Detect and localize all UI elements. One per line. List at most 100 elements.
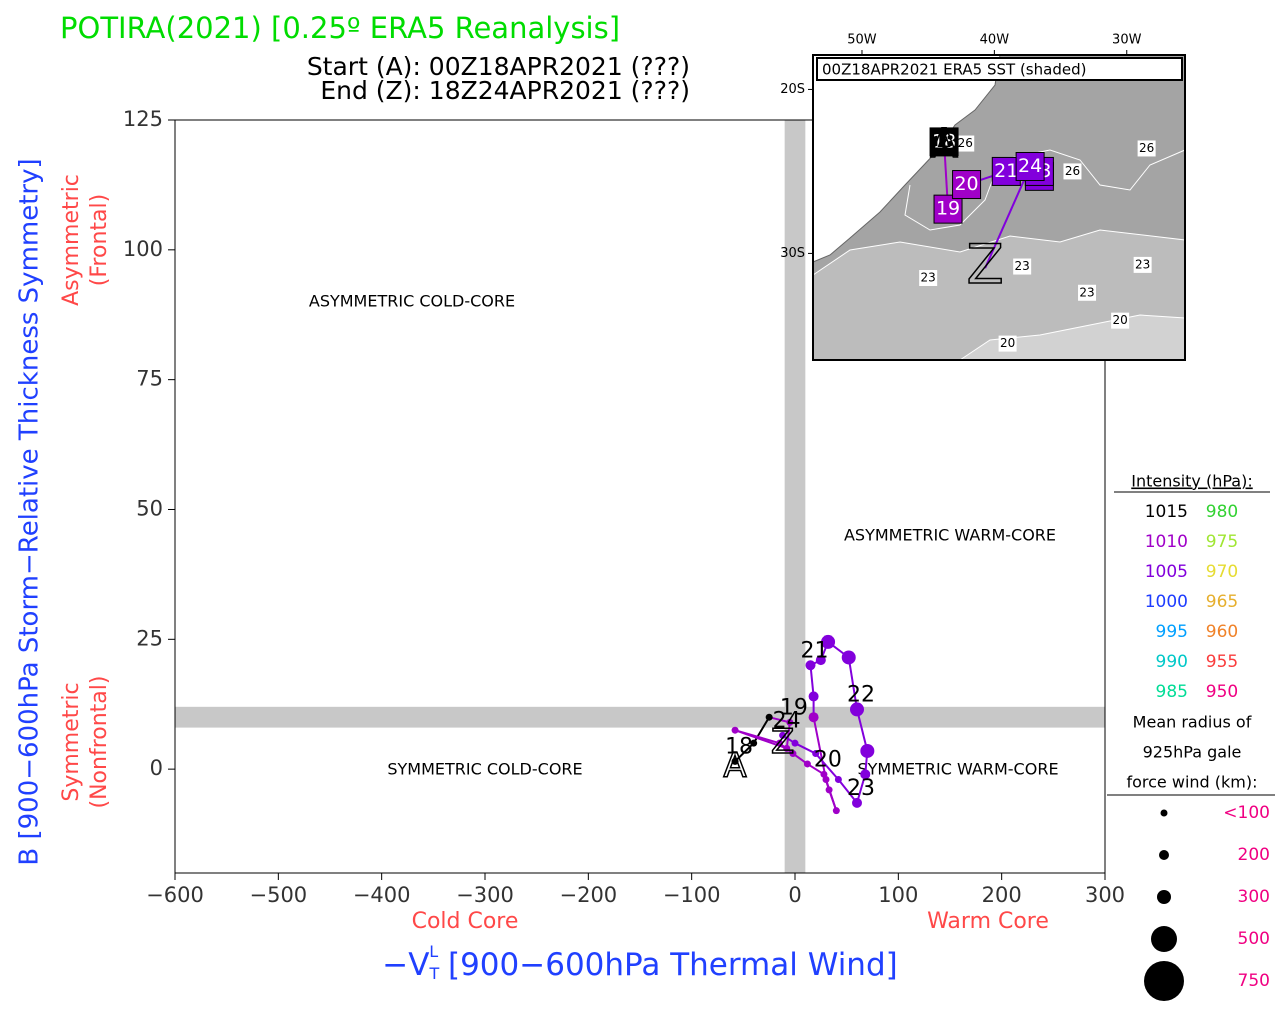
day-label: 20: [814, 747, 842, 772]
x-tick-label: −400: [353, 883, 411, 907]
contour-label: 20: [1112, 313, 1127, 327]
track-point: [731, 726, 739, 734]
inset-x-tick-label: 40W: [980, 33, 1010, 48]
x-axis-label: −VTL [900−600hPa Thermal Wind]: [382, 942, 897, 983]
track-point: [812, 750, 820, 758]
track-segment: [825, 779, 838, 811]
y-tick-label: 125: [123, 107, 163, 131]
x-tick-label: 0: [788, 883, 801, 907]
track-point: [803, 760, 811, 768]
track-point: [786, 718, 794, 726]
contour-label-box: [1013, 258, 1032, 275]
track-segment: [752, 716, 771, 744]
x-tick-label: −300: [456, 883, 514, 907]
inset-start-marker: A: [930, 121, 958, 167]
warm-core-label: Warm Core: [927, 909, 1049, 934]
inset-x-tick-label: 50W: [847, 33, 877, 48]
track-point: [776, 739, 783, 747]
track-point: [852, 797, 862, 808]
start-marker: A: [723, 746, 746, 786]
track-point: [815, 655, 826, 666]
chart-title: POTIRA(2021) [0.25º ERA5 Reanalysis]: [60, 11, 620, 45]
size-legend-title: Mean radius of: [1133, 713, 1252, 732]
subtitle-start: Start (A): 00Z18APR2021 (???): [307, 52, 690, 81]
contour-label: 23: [1079, 285, 1094, 299]
track-point: [783, 744, 791, 752]
track-segment: [856, 709, 869, 752]
plot-frame: [174, 119, 1106, 874]
contour-label: 26: [958, 136, 973, 150]
threshold-band-x: [784, 120, 806, 873]
track-segment: [812, 717, 827, 780]
intensity-legend-entry: 970: [1206, 562, 1238, 582]
intensity-legend-entry: 1005: [1145, 562, 1188, 582]
contour-label-box: [1111, 312, 1130, 329]
size-legend-label: 500: [1238, 929, 1270, 949]
inset-x-tick-label: 30W: [1112, 33, 1142, 48]
contour-label: 23: [1135, 257, 1150, 271]
track-point: [805, 660, 816, 671]
track-segment: [734, 742, 755, 763]
x-tick-label: −500: [249, 883, 307, 907]
x-axis-label-sub: T: [428, 964, 439, 983]
y-tick-label: 50: [136, 496, 163, 520]
day-label: 21: [801, 638, 829, 663]
size-legend-label: 300: [1238, 887, 1270, 907]
intensity-legend-entry: 975: [1206, 532, 1238, 552]
contour-label-box: [998, 335, 1017, 352]
x-tick-label: −600: [146, 883, 204, 907]
x-tick-label: 100: [878, 883, 918, 907]
intensity-legend-entry: 980: [1206, 502, 1238, 522]
contour-label-box: [1137, 140, 1156, 157]
track-segment: [794, 742, 817, 755]
track-segment: [847, 657, 858, 710]
x-tick-label: 300: [1085, 883, 1125, 907]
size-legend-dot: [1160, 809, 1168, 817]
intensity-legend-entry: 1000: [1145, 592, 1188, 612]
intensity-legend-entry: 990: [1156, 652, 1188, 672]
threshold-band-y: [175, 706, 1105, 728]
x-tick-label: 200: [982, 883, 1022, 907]
y-axis-lower-label: (Nonfrontal): [87, 676, 112, 809]
contour-label-box: [1133, 256, 1152, 273]
inset-track-segment: [984, 166, 1032, 269]
track-segment: [768, 716, 791, 724]
intensity-legend-entry: 985: [1156, 682, 1188, 702]
contour-label-box: [1078, 284, 1097, 301]
quadrant-label: ASYMMETRIC COLD-CORE: [309, 292, 515, 311]
intensity-legend-entry: 955: [1206, 652, 1238, 672]
inset-day-box: [929, 127, 959, 157]
track-point: [841, 650, 856, 665]
size-legend-label: 200: [1238, 845, 1270, 865]
inset-day-label: 21: [994, 160, 1018, 182]
size-legend-dot: [1159, 850, 1169, 860]
track-point: [765, 713, 773, 721]
inset-day-label: 18: [932, 130, 956, 152]
track-point: [750, 739, 758, 747]
intensity-legend-entry: 960: [1206, 622, 1238, 642]
x-axis-label-part: −V: [382, 947, 429, 983]
quadrant-label: SYMMETRIC WARM-CORE: [857, 760, 1058, 779]
track-point: [860, 743, 875, 758]
y-tick-label: 0: [150, 756, 163, 780]
track-point: [825, 786, 833, 794]
inset-end-marker: Z: [967, 233, 1004, 296]
contour-label-box: [1063, 163, 1082, 180]
track-point: [834, 776, 842, 784]
track-point: [808, 712, 819, 723]
inset-coast: [812, 54, 1001, 263]
contour-label: 26: [1065, 164, 1080, 178]
inset-day-box: [933, 194, 963, 224]
subtitle-end: End (Z): 18Z24APR2021 (???): [320, 76, 690, 105]
size-legend-title: force wind (km):: [1126, 773, 1257, 792]
end-marker: Z: [771, 722, 794, 762]
track-segment: [785, 722, 791, 749]
track-segment: [734, 729, 780, 745]
y-axis-lower-label: Symmetric: [59, 682, 84, 801]
track-point: [850, 702, 864, 717]
intensity-legend-entry: 965: [1206, 592, 1238, 612]
day-label: 24: [773, 708, 801, 733]
track-point: [789, 750, 797, 758]
inset-title: 00Z18APR2021 ERA5 SST (shaded): [822, 61, 1086, 79]
